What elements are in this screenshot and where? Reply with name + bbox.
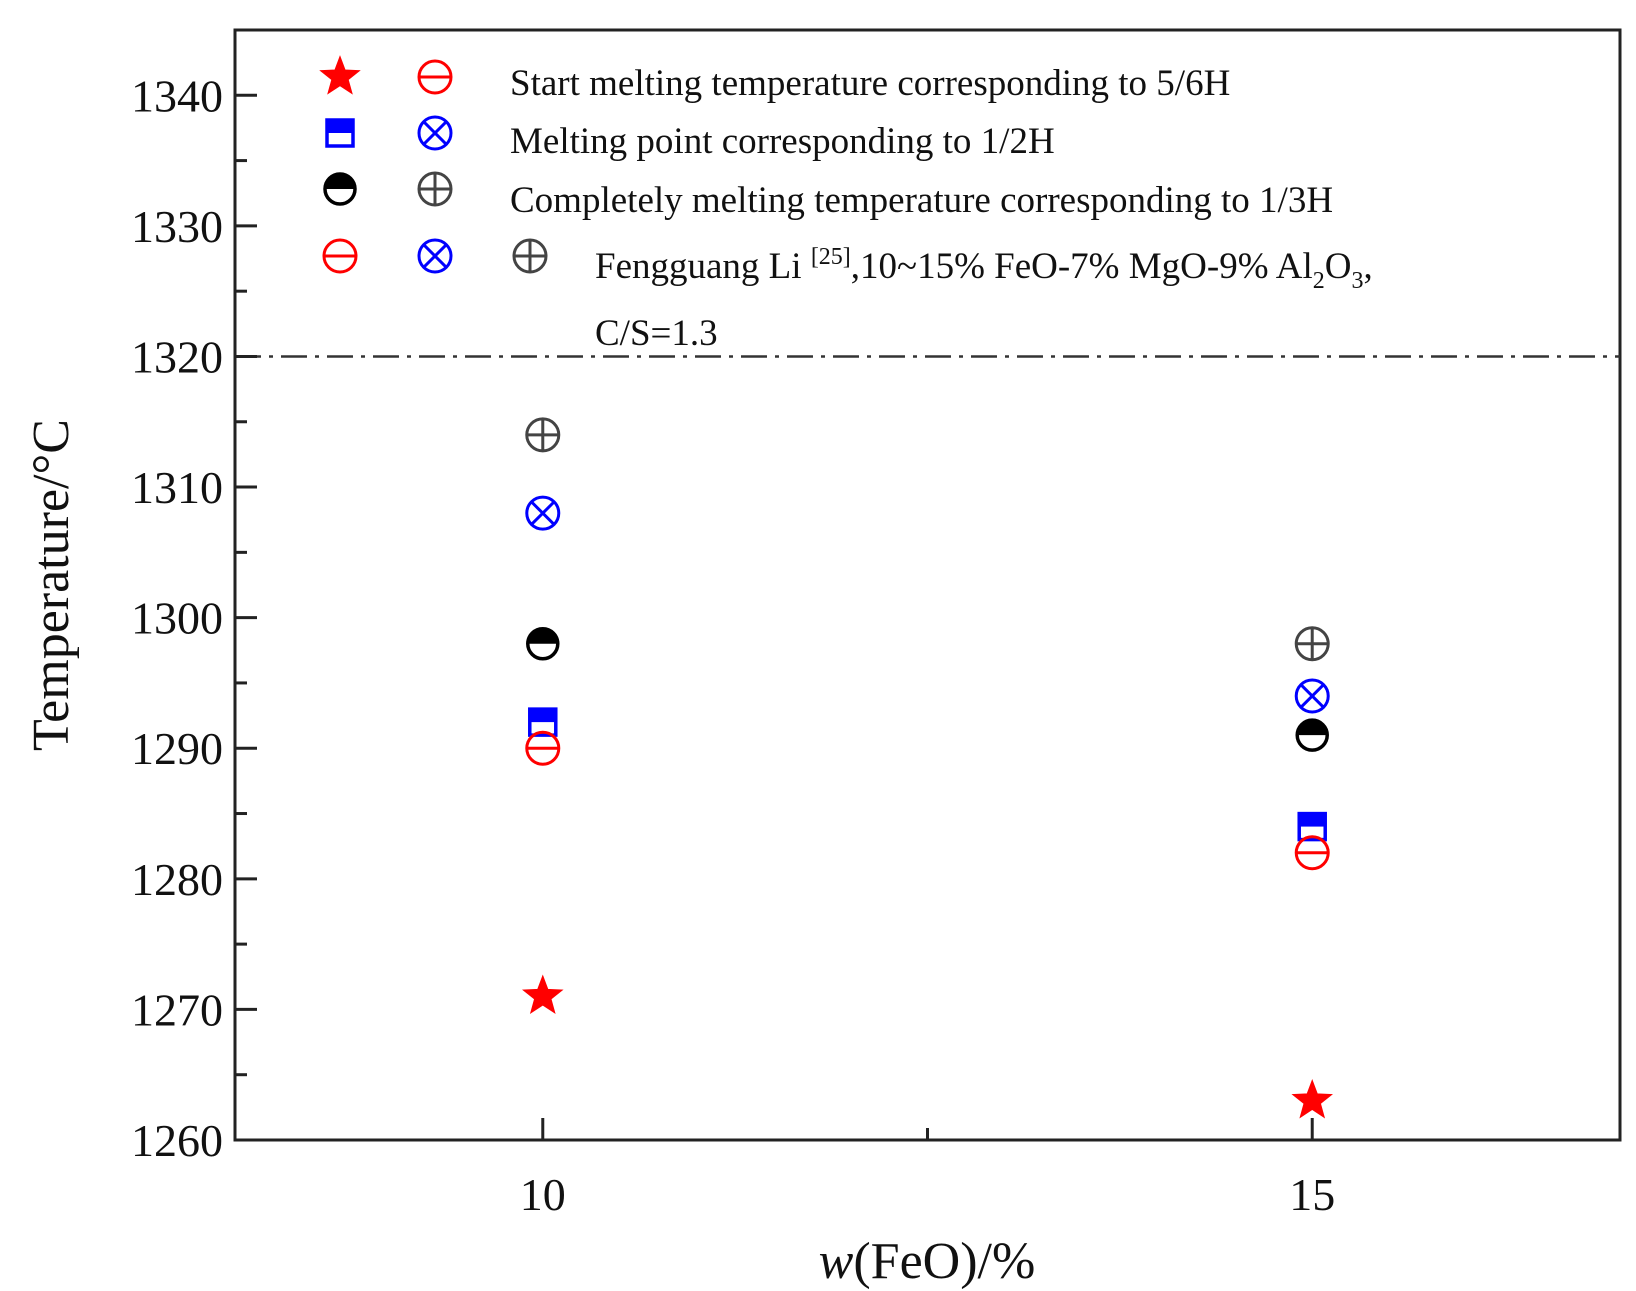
legend-symbol-circle-x xyxy=(417,238,453,274)
legend-symbols xyxy=(319,55,548,274)
y-axis-ticks: 1260 1270 1280 1290 1300 1310 1320 1330 1340 xyxy=(131,70,257,1166)
y-tick-label: 1290 xyxy=(131,723,223,774)
legend-symbol-circle-minus xyxy=(417,59,453,95)
y-tick-label: 1340 xyxy=(131,70,223,121)
legend-label-reference-line2: C/S=1.3 xyxy=(595,313,718,354)
legend-symbol-circle-minus xyxy=(322,238,358,274)
x-tick-label: 10 xyxy=(520,1169,566,1220)
data-point-circle-minus xyxy=(1294,835,1330,871)
legend-label-completely-melting: Completely melting temperature correspon… xyxy=(510,180,1333,221)
legend-symbol-circle-x xyxy=(417,115,453,151)
data-point-half-circle xyxy=(1295,718,1329,752)
y-axis-title: Temperature/°C xyxy=(23,419,80,751)
x-axis-title: w(FeO)/% xyxy=(819,1233,1036,1290)
y-tick-label: 1300 xyxy=(131,593,223,644)
legend-label-reference: Fengguang Li [25],10~15% FeO-7% MgO-9% A… xyxy=(595,244,1373,294)
data-point-circle-x xyxy=(1294,678,1330,714)
y-tick-label: 1330 xyxy=(131,201,223,252)
legend-symbol-star xyxy=(319,55,361,95)
data-point-circle-plus xyxy=(1294,626,1330,662)
data-point-half-circle xyxy=(526,627,560,661)
data-point-star xyxy=(1291,1078,1333,1119)
legend-label-melting-point: Melting point corresponding to 1/2H xyxy=(510,121,1055,162)
legend-symbol-circle-plus xyxy=(417,171,453,207)
legend: Start melting temperature corresponding … xyxy=(319,55,1373,354)
y-tick-label: 1280 xyxy=(131,854,223,905)
legend-symbol-half-circle xyxy=(323,172,357,206)
data-point-star xyxy=(522,974,564,1015)
data-point-circle-plus xyxy=(525,417,561,453)
legend-symbol-half-square xyxy=(325,118,355,148)
x-tick-label: 15 xyxy=(1289,1169,1335,1220)
y-tick-label: 1270 xyxy=(131,984,223,1035)
y-tick-label: 1260 xyxy=(131,1115,223,1166)
legend-symbol-circle-plus xyxy=(512,238,548,274)
y-tick-label: 1310 xyxy=(131,462,223,513)
data-markers xyxy=(522,417,1333,1119)
y-tick-label: 1320 xyxy=(131,331,223,382)
data-point-circle-minus xyxy=(525,730,561,766)
x-axis-ticks: 10 15 xyxy=(520,1118,1335,1220)
data-point-circle-x xyxy=(525,495,561,531)
legend-label-start-melting: Start melting temperature corresponding … xyxy=(510,63,1230,104)
